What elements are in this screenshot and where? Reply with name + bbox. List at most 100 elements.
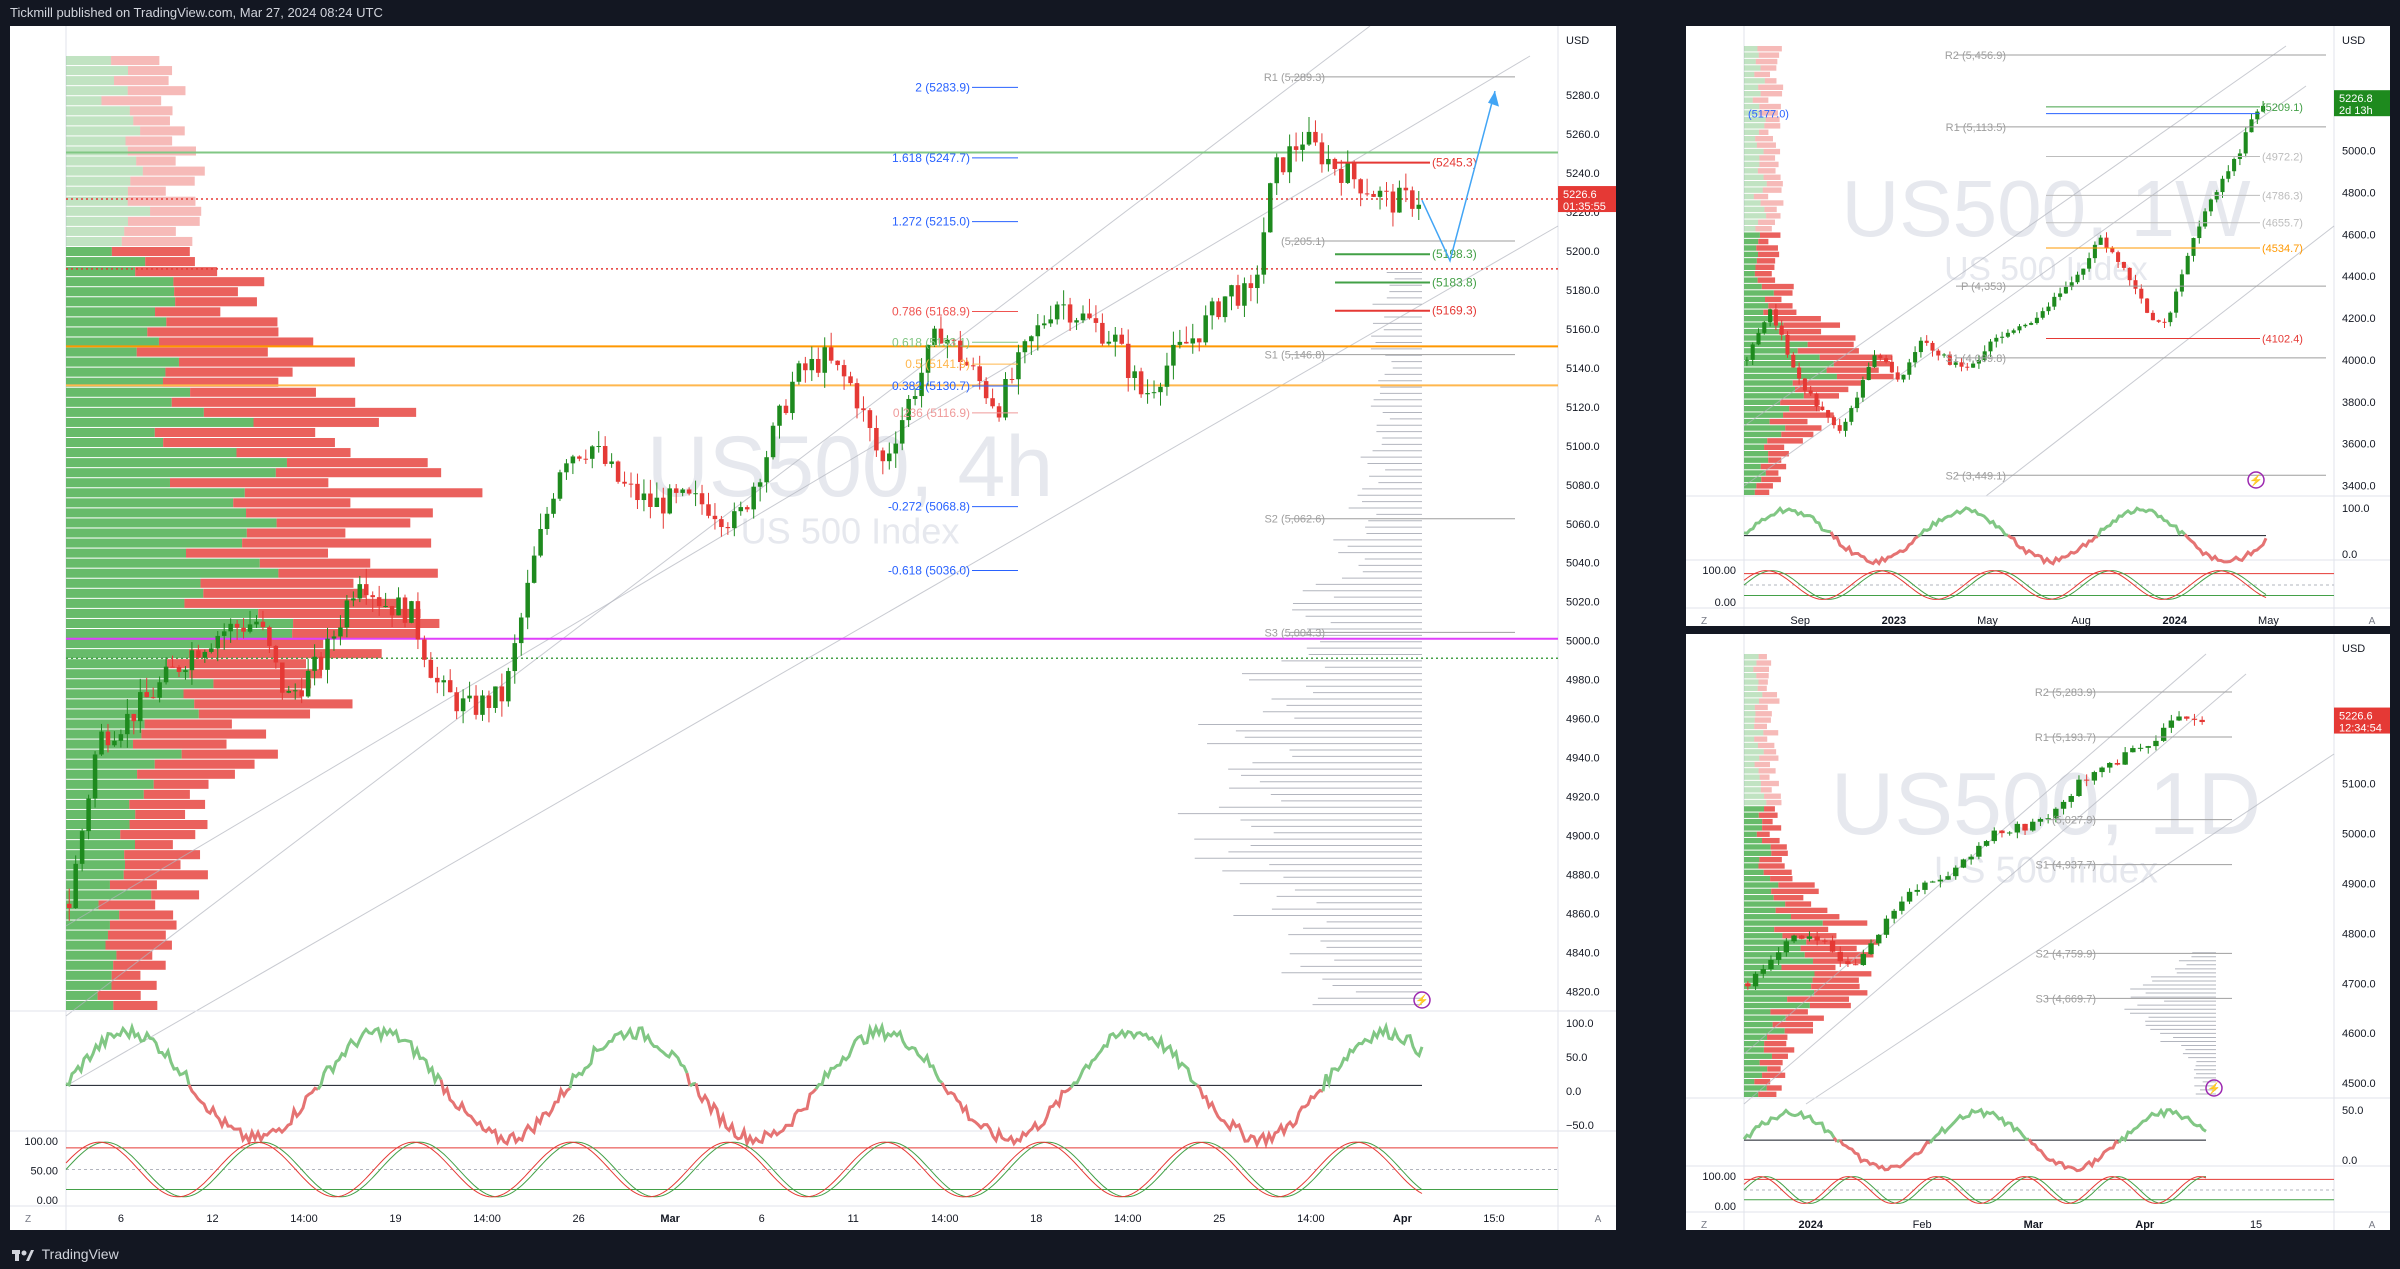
volume-profile-sell-bar [1836,373,1894,380]
candle-body [2107,762,2113,768]
volume-profile-buy-bar [1744,711,1756,717]
candle-body [1190,338,1196,344]
volume-profile-sell-bar [113,960,166,970]
volume-profile-sell-bar [1781,964,1836,971]
volume-profile-buy-bar [66,669,190,679]
candle-body [648,493,653,507]
candle-body [170,666,175,668]
candle-body [1891,910,1897,919]
volume-profile-buy-bar [1744,219,1759,225]
volume-profile-sell-bar [147,327,279,337]
candle-body [86,798,91,832]
y-tick-label: 4000.0 [2342,355,2376,367]
candle-body [473,695,479,715]
volume-profile-sell-bar [276,518,411,528]
pivot-label: S3 (4,669.7) [2035,993,2096,1005]
candle-body [2145,746,2151,748]
candle-body [2081,268,2086,275]
volume-profile-sell-bar [246,508,433,518]
fib-level-label: 1.272 (5215.0) [892,215,970,229]
volume-profile-sell-bar [1785,901,1812,907]
volume-profile-buy-bar [1744,361,1834,367]
volume-profile-buy-bar [1744,761,1755,768]
z-icon: Z [1701,1220,1707,1230]
volume-profile-buy-bar [1744,264,1756,270]
pivot-label: R1 (5,113.5) [1946,122,2006,134]
volume-profile-buy-bar [1744,907,1776,914]
volume-profile-buy-bar [66,920,110,930]
volume-profile-buy-bar [1744,65,1761,71]
volume-profile-buy-bar [1744,901,1786,907]
candle-body [1300,144,1305,150]
candle-body [1831,417,1836,426]
volume-profile-sell-bar [1766,213,1781,219]
lightning-icon [2205,1079,2223,1097]
stoch-line [65,1141,1423,1198]
candle-body [712,515,718,520]
volume-profile-buy-bar [1744,990,1815,996]
volume-profile-sell-bar [136,156,176,166]
osc-line [2007,534,2099,566]
weekly-chart-panel[interactable]: USD US500, 1W US 500 Index 5000.0 4800.0 4600… [1686,26,2390,626]
volume-profile-sell-bar [1758,52,1780,58]
candle-body [2185,255,2190,275]
volume-profile-sell-bar [1760,463,1787,470]
level-label: (5198.3) [1432,247,1477,261]
volume-profile-sell-bar [1773,316,1821,322]
x-tick-label: 11 [847,1213,858,1225]
volume-profile-sell-bar [113,76,169,86]
volume-profile-buy-bar [66,659,168,669]
volume-profile-buy-bar [1744,444,1765,450]
volume-profile-buy-bar [1744,463,1761,470]
volume-profile-buy-bar [1744,876,1771,882]
x-tick-label: 26 [572,1213,584,1225]
main-chart-panel[interactable]: USD US500, 4h US 500 Index 5280.0 5260.0 5240… [10,26,1616,1230]
candle-body [383,606,388,608]
volume-profile-sell-bar [1773,895,1804,901]
x-tick-label: 14:00 [1114,1213,1142,1225]
osc-axis-label: 50.0 [2342,1105,2363,1117]
candle-body [732,511,737,529]
x-tick-label: 14:00 [290,1213,318,1225]
volume-profile-sell-bar [1760,91,1783,97]
candle-body [1242,283,1247,306]
volume-profile-sell-bar [175,297,257,307]
candle-body [1087,313,1092,319]
pivot-label: S2 (3,449.1) [1945,470,2006,482]
candle-body [2255,111,2260,120]
daily-chart-panel[interactable]: USD US500, 1D US 500 Index 5100.0 5000.0 4900… [1686,634,2390,1230]
candle-body [2150,312,2155,321]
candle-body [628,483,634,485]
stoch-axis-label: 0.00 [37,1195,58,1207]
z-icon: Z [25,1214,31,1225]
candle-body [777,405,782,426]
volume-profile-sell-bar [203,588,367,598]
volume-profile-buy-bar [66,206,151,216]
fib-level-label: 0.786 (5168.9) [892,305,970,319]
y-tick-label: 4500.0 [2342,1078,2376,1090]
volume-profile-sell-bar [1759,155,1776,161]
candle-body [1752,973,1759,987]
candle-body [273,645,279,663]
countdown-label: 2d 13h [2339,105,2373,117]
y-tick-label: 5120.0 [1566,402,1600,414]
volume-profile-sell-bar [1759,103,1781,110]
pivot-label: S2 (5,062.6) [1264,514,1325,526]
candle-body [234,623,240,628]
candle-body [1866,366,1871,381]
volume-profile-buy-bar [66,679,214,689]
volume-profile-sell-bar [137,769,235,779]
candle-body [2104,237,2109,249]
volume-profile-sell-bar [1762,692,1778,698]
candle-body [1907,362,1912,375]
candle-body [906,398,911,421]
volume-profile-buy-bar [1744,831,1757,837]
candle-body [2261,105,2266,112]
volume-profile-buy-bar [1744,952,1805,958]
volume-profile-sell-bar [1775,907,1828,914]
candle-body [415,601,421,640]
osc-line [685,1072,692,1087]
